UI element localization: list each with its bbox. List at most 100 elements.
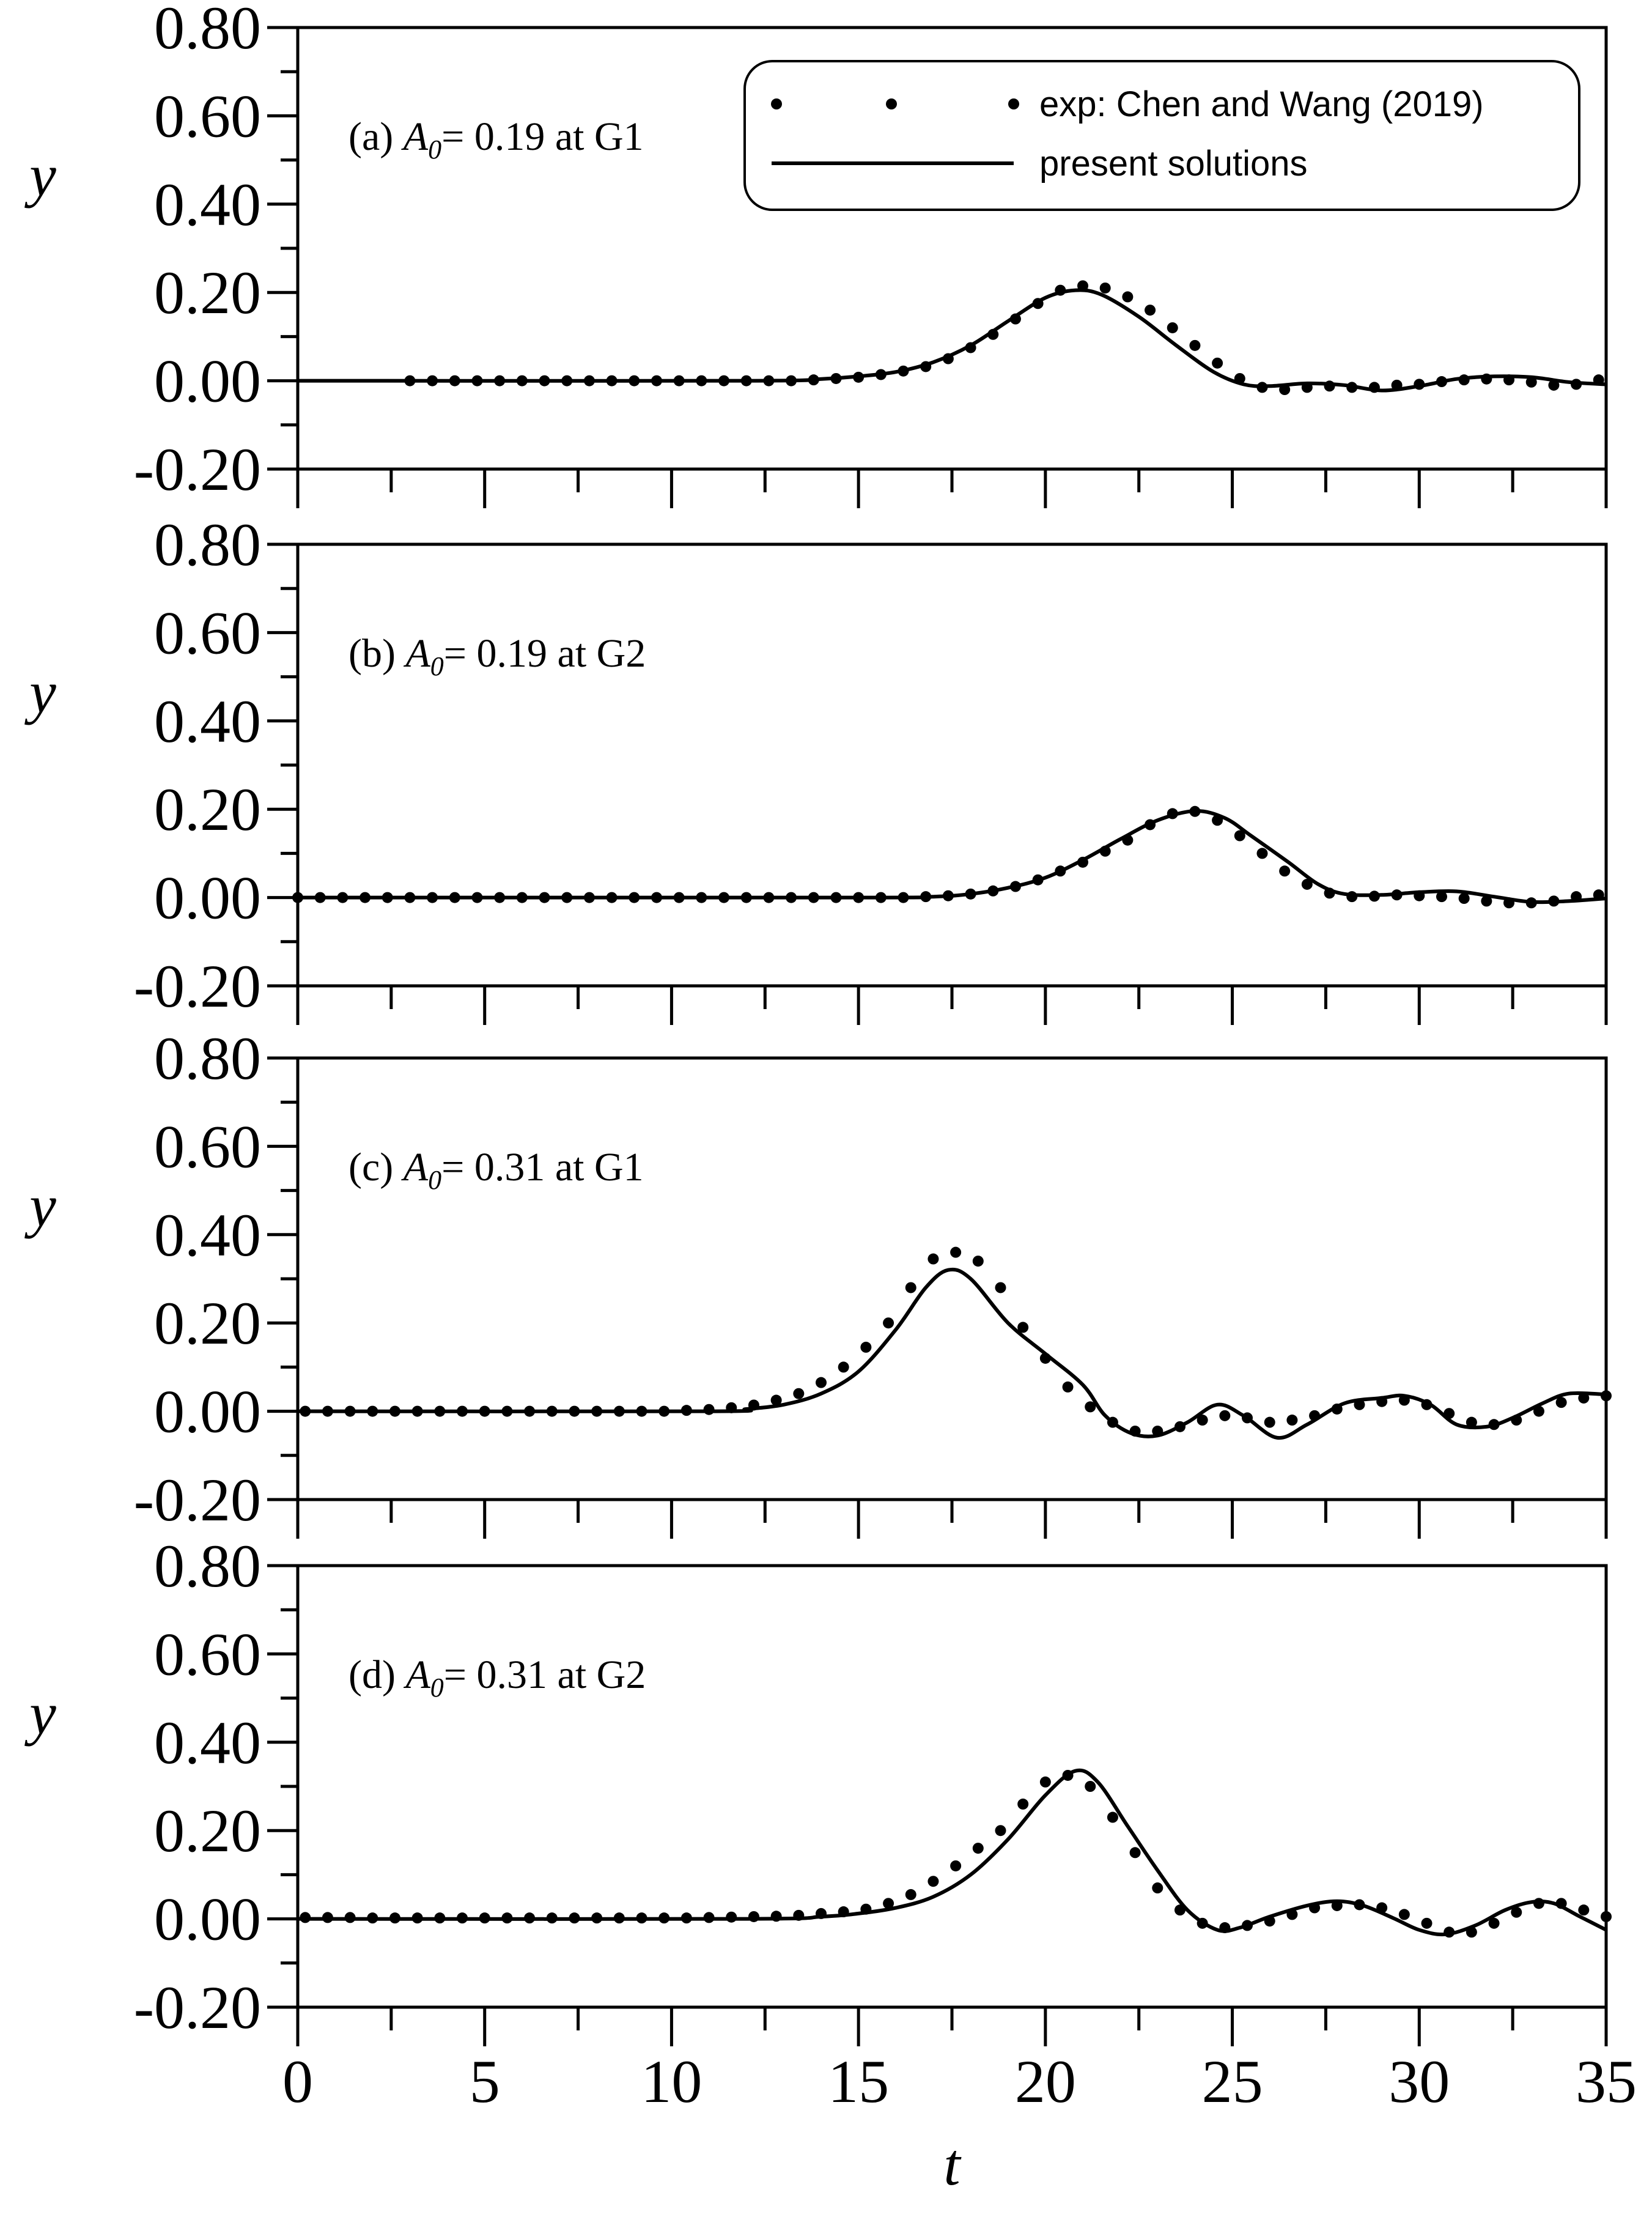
y-tick-label: 0.00 bbox=[154, 347, 261, 415]
data-point-exp bbox=[972, 1843, 984, 1854]
data-point-exp bbox=[1189, 339, 1201, 351]
y-tick-label: 0.20 bbox=[154, 259, 261, 327]
data-point-exp bbox=[1458, 893, 1470, 905]
data-point-exp bbox=[1129, 1847, 1141, 1859]
y-tick-label: 0.60 bbox=[154, 599, 261, 667]
y-tick-label: 0.40 bbox=[154, 1709, 261, 1777]
data-point-exp bbox=[1145, 305, 1156, 316]
data-point-exp bbox=[838, 1361, 849, 1373]
y-tick-label: 0.60 bbox=[154, 82, 261, 150]
x-tick-label: 20 bbox=[1015, 2048, 1076, 2115]
data-point-exp bbox=[1197, 1415, 1208, 1426]
y-tick-label: 0.60 bbox=[154, 1620, 261, 1688]
panel-annotation: (d) A0= 0.31 at G2 bbox=[348, 1652, 646, 1703]
data-point-exp bbox=[1466, 1416, 1477, 1428]
data-point-exp bbox=[1062, 1381, 1074, 1393]
data-point-exp bbox=[927, 1876, 939, 1887]
data-point-exp bbox=[883, 1317, 894, 1329]
data-point-exp bbox=[995, 1825, 1006, 1837]
y-axis-label: y bbox=[24, 1681, 56, 1747]
data-point-exp bbox=[1601, 1911, 1612, 1922]
panel-a: -0.20 0.00 0.20 0.40 0.60 0.80 y (a) A0= 0.19 a… bbox=[24, 0, 1608, 508]
data-point-exp bbox=[927, 1253, 939, 1265]
data-point-exp bbox=[1122, 291, 1134, 303]
data-point-exp bbox=[1085, 1401, 1096, 1413]
data-point-exp bbox=[1548, 379, 1560, 391]
data-point-exp bbox=[816, 1377, 827, 1388]
data-point-exp bbox=[950, 1860, 962, 1871]
y-tick-label: 0.80 bbox=[154, 1532, 261, 1600]
y-tick-label: 0.20 bbox=[154, 775, 261, 843]
data-point-exp bbox=[1525, 376, 1537, 388]
x-tick-label: 30 bbox=[1388, 2048, 1450, 2115]
data-point-exp bbox=[1279, 865, 1291, 877]
y-tick-label: 0.00 bbox=[154, 864, 261, 932]
data-point-exp bbox=[1555, 1397, 1567, 1408]
data-point-exp bbox=[1099, 282, 1111, 294]
data-point-exp bbox=[1421, 1917, 1433, 1929]
data-point-exp bbox=[860, 1341, 872, 1353]
series-line-present-solutions bbox=[297, 809, 1607, 905]
legend-label-exp: exp: Chen and Wang (2019) bbox=[1039, 84, 1484, 124]
y-tick-label: 0.00 bbox=[154, 1885, 261, 1953]
data-point-exp bbox=[950, 1246, 962, 1258]
y-axis-label: y bbox=[24, 142, 56, 209]
data-point-exp bbox=[1578, 1392, 1590, 1404]
legend-box bbox=[743, 60, 1580, 211]
data-point-exp bbox=[1264, 1416, 1275, 1428]
y-tick-label: 0.80 bbox=[154, 1024, 261, 1092]
legend: exp: Chen and Wang (2019) present solutio… bbox=[743, 60, 1580, 211]
data-point-exp bbox=[770, 1394, 782, 1406]
x-tick-label: 25 bbox=[1202, 2048, 1263, 2115]
x-tick-label: 10 bbox=[641, 2048, 702, 2115]
series-line-present-solutions bbox=[297, 1267, 1607, 1440]
data-point-exp bbox=[1017, 1322, 1029, 1333]
panel-d: -0.20 0.00 0.20 0.40 0.60 0.80 y (d) A0= 0.31 a… bbox=[24, 1532, 1612, 2046]
y-tick-label: -0.20 bbox=[134, 1466, 261, 1534]
data-point-exp bbox=[1167, 322, 1178, 333]
data-point-exp bbox=[1017, 1798, 1029, 1810]
panel-annotation: (a) A0= 0.19 at G1 bbox=[348, 114, 644, 165]
x-tick-label: 0 bbox=[282, 2048, 313, 2115]
data-point-exp bbox=[1301, 878, 1313, 890]
data-point-exp bbox=[883, 1898, 894, 1909]
data-point-exp bbox=[905, 1282, 916, 1293]
panel-annotation: (b) A0= 0.19 at G2 bbox=[348, 631, 646, 681]
y-tick-label: 0.20 bbox=[154, 1797, 261, 1865]
y-tick-label: 0.40 bbox=[154, 171, 261, 239]
x-axis-label: t bbox=[943, 2132, 962, 2198]
data-point-exp bbox=[1152, 1882, 1163, 1894]
data-point-exp bbox=[1039, 1776, 1051, 1788]
series-line-present-solutions bbox=[297, 1768, 1607, 1937]
panel-annotation: (c) A0= 0.31 at G1 bbox=[348, 1145, 644, 1195]
data-point-exp bbox=[1481, 895, 1492, 907]
x-tick-label: 15 bbox=[828, 2048, 889, 2115]
legend-dot-marker bbox=[886, 98, 897, 109]
legend-label-present: present solutions bbox=[1039, 144, 1307, 183]
data-point-exp bbox=[1578, 1904, 1590, 1916]
y-tick-label: -0.20 bbox=[134, 1974, 261, 2041]
data-point-exp bbox=[905, 1889, 916, 1900]
data-point-exp bbox=[1085, 1781, 1096, 1792]
y-tick-label: -0.20 bbox=[134, 952, 261, 1020]
y-axis-label: y bbox=[24, 659, 56, 725]
legend-dot-marker bbox=[771, 98, 782, 109]
y-tick-label: 0.20 bbox=[154, 1289, 261, 1357]
data-point-exp bbox=[1212, 357, 1223, 369]
x-tick-label: 5 bbox=[470, 2048, 500, 2115]
data-point-exp bbox=[1511, 1906, 1522, 1918]
x-tick-label: 35 bbox=[1576, 2048, 1637, 2115]
y-tick-label: 0.80 bbox=[154, 511, 261, 579]
y-tick-label: 0.80 bbox=[154, 0, 261, 62]
data-point-exp bbox=[1286, 1415, 1298, 1426]
plot-frame bbox=[296, 1056, 1608, 1501]
plot-frame bbox=[296, 542, 1608, 988]
y-tick-label: 0.00 bbox=[154, 1378, 261, 1446]
y-tick-label: -0.20 bbox=[134, 435, 261, 503]
data-point-exp bbox=[995, 1282, 1006, 1293]
data-point-exp bbox=[1436, 891, 1447, 903]
data-point-exp bbox=[1533, 1405, 1544, 1417]
data-point-exp bbox=[1256, 848, 1268, 859]
data-point-exp bbox=[1488, 1917, 1500, 1929]
